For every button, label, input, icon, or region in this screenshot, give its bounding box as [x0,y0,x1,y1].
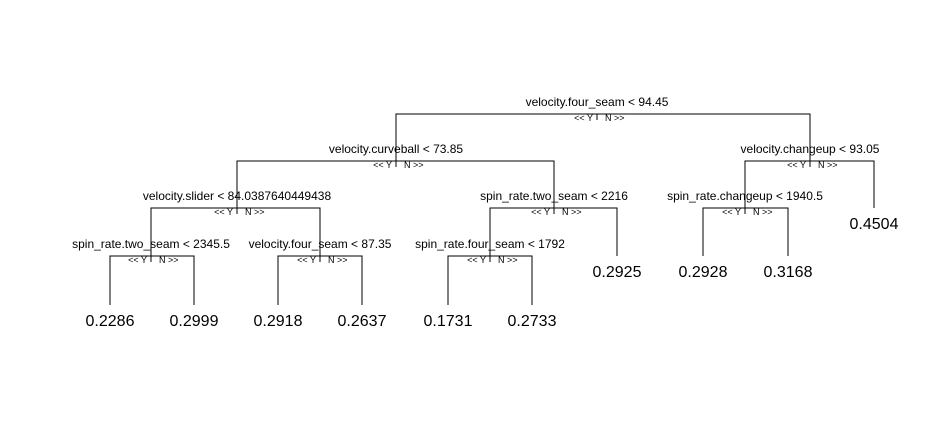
leaf-value-l5: 0.1731 [424,313,473,330]
direction-labels: << Y N >> << Y N >> << Y N >> << Y N >> << Y N >>… [128,113,837,265]
direction-left-n1: << Y [574,113,593,123]
edge-n4 [150,207,321,256]
split-label-n9: velocity.four_seam < 87.35 [249,237,392,251]
direction-left-n5: << Y [531,207,550,217]
leaf-values: 0.4504 0.2925 0.2928 0.3168 0.2286 0.2999 0.29… [86,216,899,330]
direction-left-n6: << Y [722,207,741,217]
split-label-n2: velocity.curveball < 73.85 [329,142,464,156]
direction-left-n4: << Y [214,207,233,217]
direction-left-n10: << Y [467,255,486,265]
direction-right-n6: N >> [753,207,773,217]
split-label-n5: spin_rate.two_seam < 2216 [480,189,628,203]
split-label-n8: spin_rate.two_seam < 2345.5 [72,237,230,251]
direction-right-n10: N >> [498,255,518,265]
split-labels: velocity.four_seam < 94.45 velocity.curve… [72,95,880,251]
split-label-n10: spin_rate.four_seam < 1792 [415,237,565,251]
direction-left-n9: << Y [297,255,316,265]
leaf-value-l7: 0.2925 [593,264,642,281]
direction-left-n3: << Y [787,160,806,170]
direction-right-n2: N >> [404,160,424,170]
direction-right-n5: N >> [562,207,582,217]
leaf-value-l2: 0.2999 [170,313,219,330]
edge-n9 [277,255,363,305]
tree-edges [109,113,875,305]
direction-right-n9: N >> [328,255,348,265]
leaf-value-l9: 0.3168 [764,264,813,281]
leaf-value-l4: 0.2637 [338,313,387,330]
leaf-value-l3: 0.2918 [254,313,303,330]
direction-right-n8: N >> [159,255,179,265]
leaf-value-l1: 0.2286 [86,313,135,330]
leaf-value-l8: 0.2928 [679,264,728,281]
direction-left-n2: << Y [373,160,392,170]
leaf-value-l6: 0.2733 [508,313,557,330]
split-label-n3: velocity.changeup < 93.05 [741,142,880,156]
direction-right-n3: N >> [818,160,838,170]
direction-right-n4: N >> [245,207,265,217]
split-label-n6: spin_rate.changeup < 1940.5 [667,189,823,203]
edge-n8 [109,255,195,305]
leaf-value-l10: 0.4504 [850,216,899,233]
split-label-n1: velocity.four_seam < 94.45 [526,95,669,109]
edge-n1 [395,113,811,161]
edge-n10 [447,255,533,305]
split-label-n4: velocity.slider < 84.0387640449438 [143,189,332,203]
direction-left-n8: << Y [128,255,147,265]
direction-right-n1: N >> [605,113,625,123]
edge-n6 [702,207,789,256]
